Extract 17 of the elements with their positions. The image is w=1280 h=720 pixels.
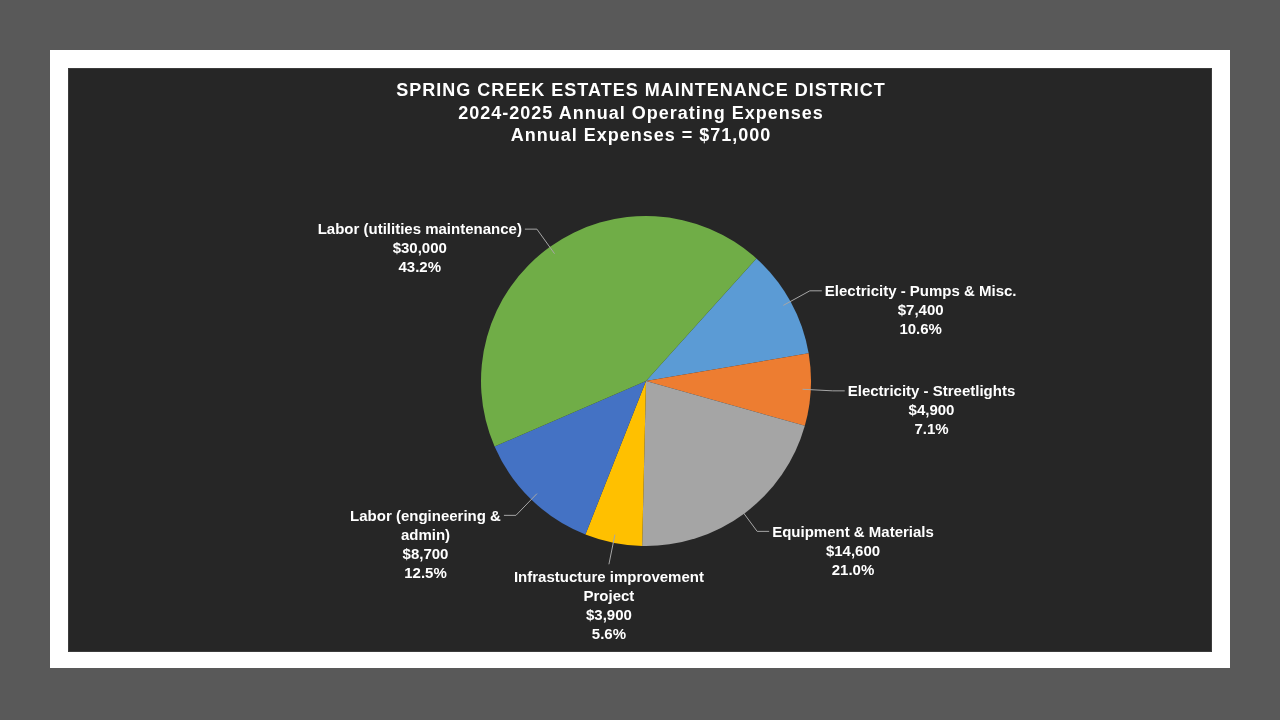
data-label: $8,700 12.5%	[402, 544, 449, 581]
data-label: $7,400 10.6%	[897, 301, 944, 338]
slice-label: Electricity - Streetlights	[847, 382, 1016, 400]
slice-label: Equipment & Materials	[772, 522, 934, 540]
pie-slice	[585, 381, 646, 546]
pie-slice	[646, 353, 811, 426]
chart-title: SPRING CREEK ESTATES MAINTENANCE DISTRICT	[396, 80, 886, 100]
slice-label: Electricity - Pumps & Misc.	[824, 282, 1017, 300]
data-label: $14,600 21.0%	[825, 541, 881, 578]
pie-slice	[646, 258, 809, 381]
slice-label: Labor (engineering & admin)	[350, 506, 502, 543]
data-label: $4,900 7.1%	[908, 401, 955, 438]
data-label: $3,900 5.6%	[585, 606, 632, 643]
data-label: $30,000 43.2%	[392, 239, 447, 276]
slice-label: Labor (utilities maintenance)	[317, 220, 522, 238]
slice-label: Infrastucture improvement Project	[513, 568, 704, 605]
chart-subtitle: 2024-2025 Annual Operating Expenses Annual Expenses = $71,000	[458, 102, 824, 145]
